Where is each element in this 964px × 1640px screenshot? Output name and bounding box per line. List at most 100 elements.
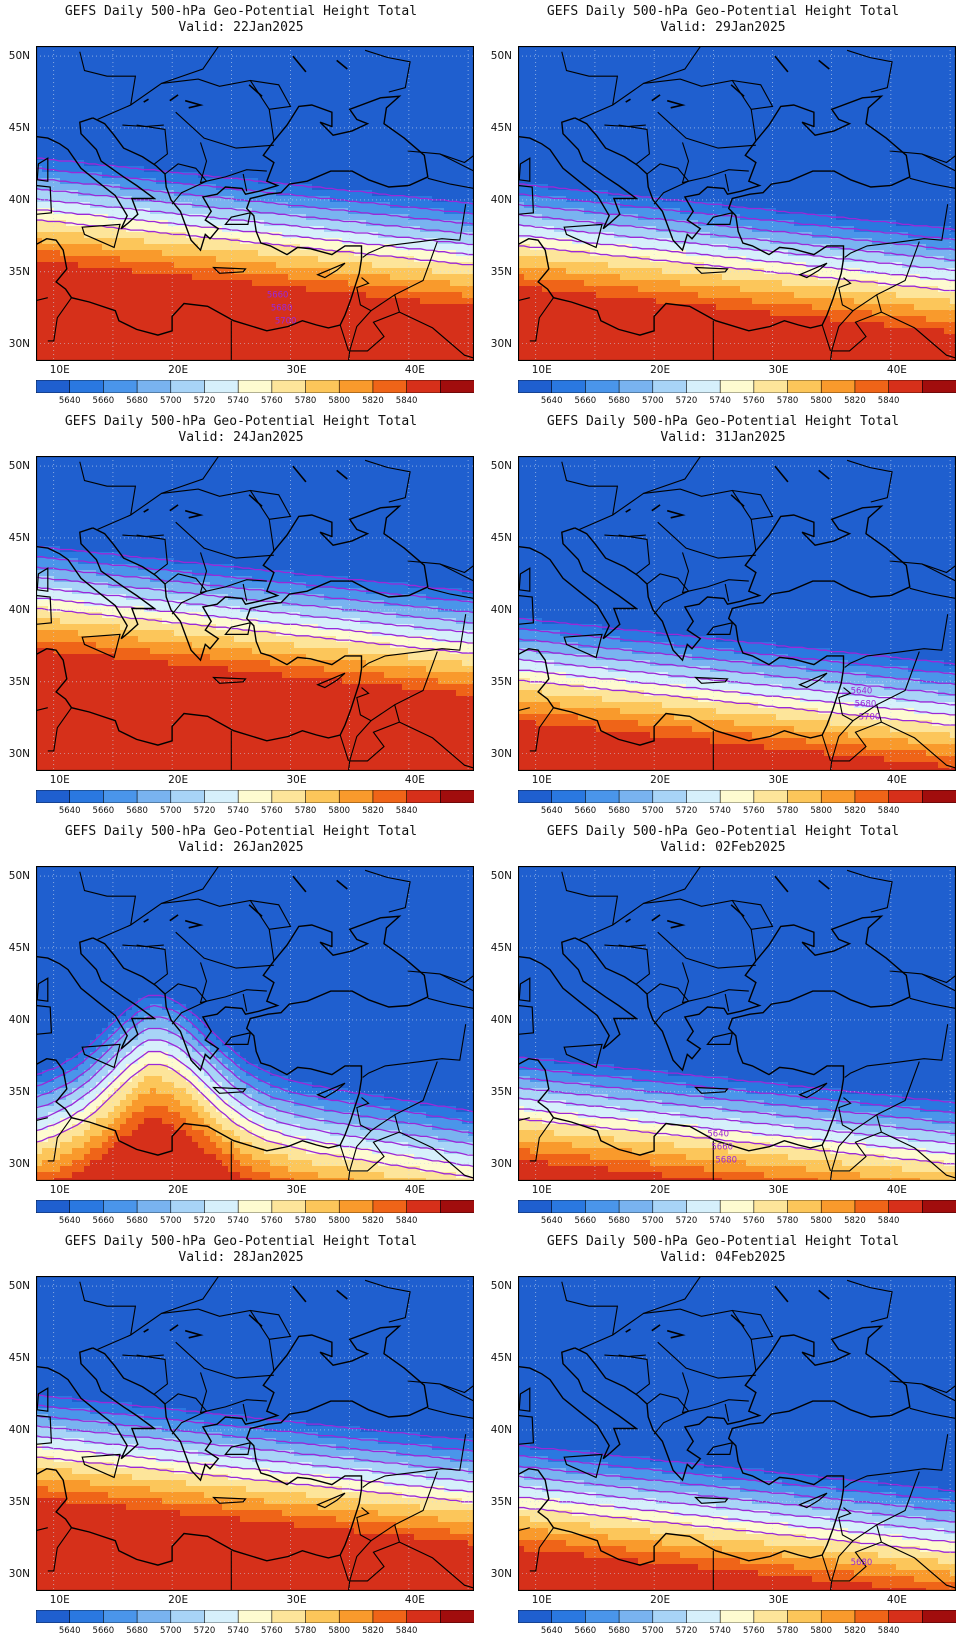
contour-line — [518, 1056, 956, 1104]
colorbar-tick-label: 5680 — [126, 1626, 148, 1636]
panel-valid-date: Valid: 28Jan2025 — [0, 1250, 482, 1266]
longitude-tick-label: 40E — [887, 774, 907, 786]
country-border — [439, 1383, 474, 1394]
country-border — [394, 1061, 474, 1179]
colorbar-tick-label: 5780 — [295, 806, 317, 816]
country-border — [394, 651, 474, 769]
contour-value-label: 5680 — [851, 1558, 873, 1568]
island-outline — [563, 1453, 603, 1479]
contour-line — [518, 627, 956, 676]
country-border — [643, 46, 702, 84]
panel-title: GEFS Daily 500-hPa Geo-Potential Height … — [0, 824, 482, 840]
colorbar-swatch — [103, 790, 138, 803]
contour-line — [36, 597, 474, 644]
latitude-tick-label: 50N — [482, 1280, 512, 1292]
island-outline — [316, 672, 346, 689]
colorbar-tick-label: 5840 — [878, 1626, 900, 1636]
island-outline — [518, 977, 531, 1002]
country-border — [561, 51, 619, 106]
contour-line — [518, 1506, 956, 1553]
colorbar-tick-label: 5740 — [227, 806, 249, 816]
country-border — [79, 871, 137, 926]
country-border — [646, 983, 690, 1025]
panel-valid-date: Valid: 31Jan2025 — [482, 430, 964, 446]
country-border — [439, 973, 474, 984]
colorbar-tick-label: 5700 — [642, 1626, 664, 1636]
coastline — [36, 527, 157, 640]
colorbar-swatch — [237, 380, 273, 393]
country-border — [427, 997, 474, 1009]
colorbar-swatch — [338, 380, 374, 393]
latitude-tick-label: 40N — [0, 1424, 30, 1436]
colorbar-tick-label: 5780 — [777, 1626, 799, 1636]
country-border — [242, 1403, 248, 1422]
contour-value-label: 5680 — [271, 304, 293, 314]
island-outline — [694, 1496, 729, 1504]
island-outline — [81, 223, 121, 249]
island-outline — [706, 1032, 734, 1045]
latitude-tick-label: 45N — [482, 942, 512, 954]
country-border — [407, 150, 474, 172]
colorbar-tick-label: 5820 — [844, 396, 866, 406]
country-border — [427, 587, 474, 599]
island-outline — [563, 1043, 603, 1069]
contour-line — [36, 1016, 474, 1135]
country-border — [724, 583, 730, 602]
contour-line — [36, 209, 474, 256]
country-border — [838, 1507, 878, 1542]
longitude-tick-label: 30E — [769, 1594, 789, 1606]
latitude-tick-label: 30N — [482, 338, 512, 350]
contour-line — [518, 669, 956, 716]
contour-line — [518, 679, 956, 726]
contour-labels: 5680 — [851, 1558, 873, 1568]
country-border — [579, 1308, 757, 1371]
contour-line — [36, 1404, 474, 1453]
height-map: 5640 5680 5700 — [518, 456, 956, 771]
map-frame — [36, 1276, 474, 1591]
country-border — [846, 459, 893, 503]
colorbar-tick-label: 5640 — [541, 1216, 563, 1226]
colorbar-tick-label: 5700 — [642, 806, 664, 816]
latitude-tick-label: 50N — [482, 870, 512, 882]
country-border — [829, 310, 854, 361]
colorbar-swatch — [551, 1200, 586, 1213]
island-outline — [798, 262, 828, 279]
river-lake — [336, 1289, 348, 1300]
country-border — [643, 1276, 702, 1314]
latitude-tick-label: 45N — [482, 532, 512, 544]
contour-labels: 5640 5680 5700 — [851, 686, 881, 722]
contour-line — [518, 1455, 956, 1503]
height-map — [36, 866, 474, 1181]
country-border — [242, 173, 248, 192]
colorbar-tick-label: 5780 — [295, 396, 317, 406]
country-border — [356, 687, 396, 722]
colorbar-swatch — [618, 790, 654, 803]
longitude-tick-label: 40E — [405, 1184, 425, 1196]
colorbar-tick-label: 5640 — [541, 1626, 563, 1636]
coastlines-borders — [36, 866, 474, 1181]
island-outline — [518, 1004, 535, 1035]
country-border — [136, 944, 168, 985]
colorbar-tick-label: 5640 — [59, 806, 81, 816]
colorbar-swatch — [753, 1200, 789, 1213]
colorbar-tick-label: 5780 — [295, 1626, 317, 1636]
map-frame — [518, 866, 956, 1181]
panel-title: GEFS Daily 500-hPa Geo-Potential Height … — [482, 4, 964, 20]
latitude-tick-label: 30N — [482, 748, 512, 760]
island-outline — [518, 567, 531, 592]
colorbar-tick-label: 5820 — [362, 1626, 384, 1636]
latitude-tick-label: 50N — [0, 870, 30, 882]
coastline — [518, 95, 911, 336]
colorbar-tick-label: 5800 — [810, 1626, 832, 1636]
colorbar-swatch — [719, 1200, 755, 1213]
country-border — [161, 866, 220, 904]
coastlines-borders — [518, 456, 956, 771]
height-field — [36, 866, 474, 1181]
river-lake — [651, 504, 661, 512]
colorbar-swatch — [170, 380, 206, 393]
colorbar-tick-label: 5800 — [810, 1216, 832, 1226]
colorbar-tick-label: 5660 — [575, 1216, 597, 1226]
river-lake — [651, 1324, 661, 1332]
longitude-tick-label: 30E — [287, 1184, 307, 1196]
contour-line — [518, 213, 956, 261]
